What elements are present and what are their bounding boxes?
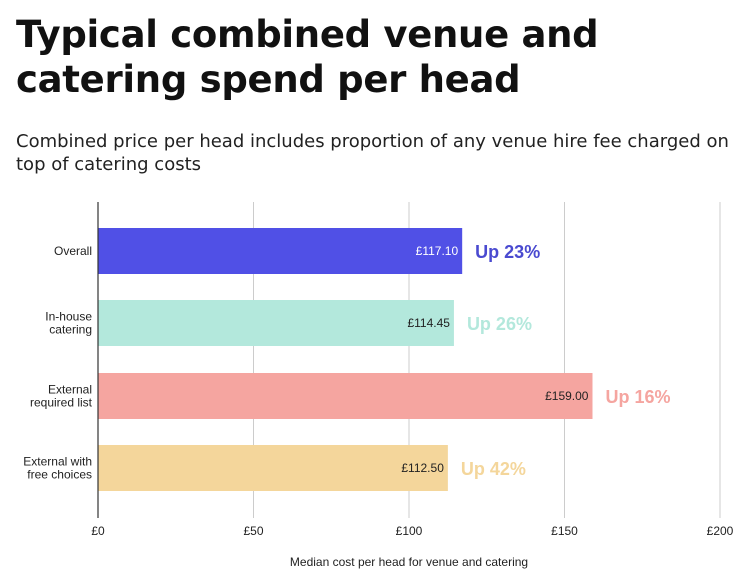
bar-value-label: £117.10 bbox=[416, 244, 459, 258]
chart-title: Typical combined venue and catering spen… bbox=[16, 13, 599, 101]
x-tick-label: £0 bbox=[91, 524, 105, 538]
labels: £117.10 Up 23% Overall £114.45 Up 26% In-hous… bbox=[23, 242, 670, 482]
chart-subtitle: Combined price per head includes proport… bbox=[16, 131, 729, 175]
bar bbox=[98, 300, 454, 346]
x-tick-label: £150 bbox=[551, 524, 578, 538]
bar bbox=[98, 228, 463, 274]
bar-value-label: £114.45 bbox=[407, 316, 450, 330]
category-label: In-house catering bbox=[45, 310, 92, 337]
x-tick-label: £50 bbox=[243, 524, 263, 538]
category-label: External required list bbox=[30, 383, 93, 410]
bar bbox=[98, 373, 593, 419]
x-tick-label: £200 bbox=[707, 524, 734, 538]
bar bbox=[98, 445, 448, 491]
change-label: Up 42% bbox=[461, 459, 526, 479]
bar-value-label: £112.50 bbox=[401, 461, 444, 475]
change-label: Up 26% bbox=[467, 314, 532, 334]
bar-value-label: £159.00 bbox=[545, 389, 589, 403]
change-label: Up 16% bbox=[605, 387, 670, 407]
x-tick-label: £100 bbox=[396, 524, 423, 538]
category-label: External with free choices bbox=[23, 455, 92, 482]
change-label: Up 23% bbox=[475, 242, 540, 262]
category-label: Overall bbox=[54, 244, 92, 258]
axes: £0 £50 £100 £150 £200 bbox=[91, 202, 734, 538]
bars bbox=[98, 228, 593, 491]
x-axis-title: Median cost per head for venue and cater… bbox=[290, 555, 528, 569]
